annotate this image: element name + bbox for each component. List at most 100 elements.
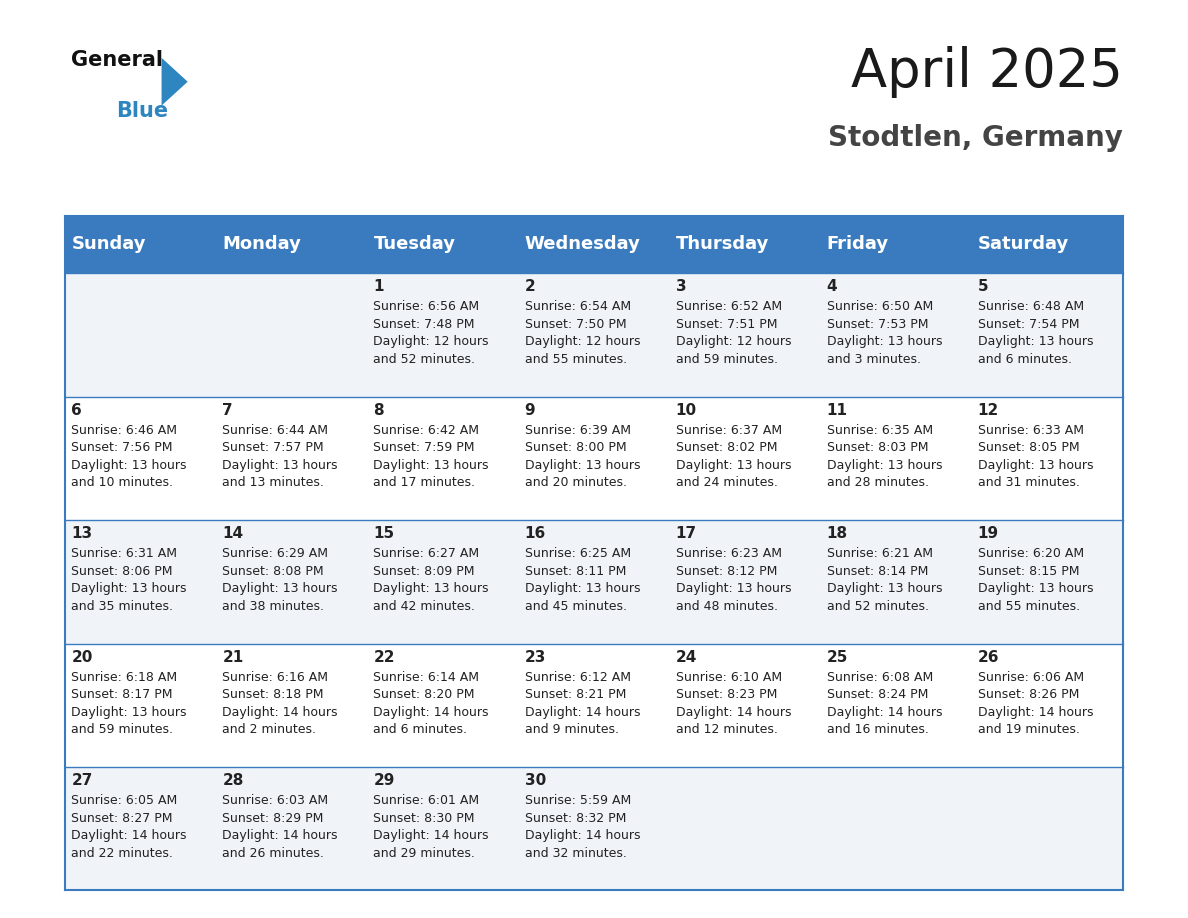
Text: Sunrise: 5:59 AM
Sunset: 8:32 PM
Daylight: 14 hours
and 32 minutes.: Sunrise: 5:59 AM Sunset: 8:32 PM Dayligh… (525, 794, 640, 859)
Text: Monday: Monday (222, 235, 302, 253)
Text: Sunrise: 6:08 AM
Sunset: 8:24 PM
Daylight: 14 hours
and 16 minutes.: Sunrise: 6:08 AM Sunset: 8:24 PM Dayligh… (827, 671, 942, 736)
Text: Sunrise: 6:25 AM
Sunset: 8:11 PM
Daylight: 13 hours
and 45 minutes.: Sunrise: 6:25 AM Sunset: 8:11 PM Dayligh… (525, 547, 640, 612)
Text: 9: 9 (525, 403, 535, 418)
Bar (65, 397, 216, 520)
Bar (821, 273, 972, 397)
Text: Stodtlen, Germany: Stodtlen, Germany (828, 124, 1123, 152)
Text: Sunday: Sunday (71, 235, 146, 253)
Text: April 2025: April 2025 (851, 46, 1123, 98)
Text: 29: 29 (373, 773, 394, 789)
Bar (972, 397, 1123, 520)
Text: Sunrise: 6:37 AM
Sunset: 8:02 PM
Daylight: 13 hours
and 24 minutes.: Sunrise: 6:37 AM Sunset: 8:02 PM Dayligh… (676, 424, 791, 489)
Bar (216, 767, 367, 890)
Bar (518, 520, 670, 644)
Bar (367, 216, 518, 273)
Bar (518, 644, 670, 767)
Text: Sunrise: 6:01 AM
Sunset: 8:30 PM
Daylight: 14 hours
and 29 minutes.: Sunrise: 6:01 AM Sunset: 8:30 PM Dayligh… (373, 794, 489, 859)
Text: 19: 19 (978, 526, 999, 542)
Text: 8: 8 (373, 403, 384, 418)
Text: 14: 14 (222, 526, 244, 542)
Text: 4: 4 (827, 279, 838, 295)
Text: 18: 18 (827, 526, 848, 542)
Bar (65, 520, 216, 644)
Text: 5: 5 (978, 279, 988, 295)
Text: Sunrise: 6:14 AM
Sunset: 8:20 PM
Daylight: 14 hours
and 6 minutes.: Sunrise: 6:14 AM Sunset: 8:20 PM Dayligh… (373, 671, 489, 736)
Bar (518, 767, 670, 890)
Text: 27: 27 (71, 773, 93, 789)
Bar (821, 397, 972, 520)
Text: Sunrise: 6:42 AM
Sunset: 7:59 PM
Daylight: 13 hours
and 17 minutes.: Sunrise: 6:42 AM Sunset: 7:59 PM Dayligh… (373, 424, 489, 489)
Text: 30: 30 (525, 773, 545, 789)
Text: 26: 26 (978, 650, 999, 665)
Text: Tuesday: Tuesday (373, 235, 455, 253)
Text: 1: 1 (373, 279, 384, 295)
Text: Sunrise: 6:20 AM
Sunset: 8:15 PM
Daylight: 13 hours
and 55 minutes.: Sunrise: 6:20 AM Sunset: 8:15 PM Dayligh… (978, 547, 1093, 612)
Bar (65, 216, 216, 273)
Text: 12: 12 (978, 403, 999, 418)
Text: Sunrise: 6:18 AM
Sunset: 8:17 PM
Daylight: 13 hours
and 59 minutes.: Sunrise: 6:18 AM Sunset: 8:17 PM Dayligh… (71, 671, 187, 736)
Text: Sunrise: 6:29 AM
Sunset: 8:08 PM
Daylight: 13 hours
and 38 minutes.: Sunrise: 6:29 AM Sunset: 8:08 PM Dayligh… (222, 547, 337, 612)
Text: Sunrise: 6:21 AM
Sunset: 8:14 PM
Daylight: 13 hours
and 52 minutes.: Sunrise: 6:21 AM Sunset: 8:14 PM Dayligh… (827, 547, 942, 612)
Text: Sunrise: 6:39 AM
Sunset: 8:00 PM
Daylight: 13 hours
and 20 minutes.: Sunrise: 6:39 AM Sunset: 8:00 PM Dayligh… (525, 424, 640, 489)
Bar (670, 767, 821, 890)
Bar (972, 767, 1123, 890)
Text: Friday: Friday (827, 235, 889, 253)
Bar (670, 644, 821, 767)
Bar (367, 397, 518, 520)
Text: Sunrise: 6:03 AM
Sunset: 8:29 PM
Daylight: 14 hours
and 26 minutes.: Sunrise: 6:03 AM Sunset: 8:29 PM Dayligh… (222, 794, 337, 859)
Text: 23: 23 (525, 650, 546, 665)
Bar (821, 520, 972, 644)
Text: Sunrise: 6:35 AM
Sunset: 8:03 PM
Daylight: 13 hours
and 28 minutes.: Sunrise: 6:35 AM Sunset: 8:03 PM Dayligh… (827, 424, 942, 489)
Bar (518, 216, 670, 273)
Bar (216, 216, 367, 273)
Bar (518, 397, 670, 520)
Text: 17: 17 (676, 526, 696, 542)
Text: Sunrise: 6:31 AM
Sunset: 8:06 PM
Daylight: 13 hours
and 35 minutes.: Sunrise: 6:31 AM Sunset: 8:06 PM Dayligh… (71, 547, 187, 612)
Bar (216, 520, 367, 644)
Bar (972, 520, 1123, 644)
Bar (518, 273, 670, 397)
Bar (972, 273, 1123, 397)
Bar (670, 397, 821, 520)
Text: 6: 6 (71, 403, 82, 418)
Bar (670, 216, 821, 273)
Text: 21: 21 (222, 650, 244, 665)
Text: Saturday: Saturday (978, 235, 1069, 253)
Bar (972, 216, 1123, 273)
Text: 24: 24 (676, 650, 697, 665)
Bar (367, 273, 518, 397)
Bar (670, 273, 821, 397)
Bar (216, 397, 367, 520)
Text: Sunrise: 6:46 AM
Sunset: 7:56 PM
Daylight: 13 hours
and 10 minutes.: Sunrise: 6:46 AM Sunset: 7:56 PM Dayligh… (71, 424, 187, 489)
Bar (821, 767, 972, 890)
Text: 3: 3 (676, 279, 687, 295)
Text: 11: 11 (827, 403, 847, 418)
Bar (367, 520, 518, 644)
Text: Sunrise: 6:33 AM
Sunset: 8:05 PM
Daylight: 13 hours
and 31 minutes.: Sunrise: 6:33 AM Sunset: 8:05 PM Dayligh… (978, 424, 1093, 489)
Text: Sunrise: 6:50 AM
Sunset: 7:53 PM
Daylight: 13 hours
and 3 minutes.: Sunrise: 6:50 AM Sunset: 7:53 PM Dayligh… (827, 300, 942, 365)
Text: Blue: Blue (116, 101, 169, 121)
Text: Sunrise: 6:56 AM
Sunset: 7:48 PM
Daylight: 12 hours
and 52 minutes.: Sunrise: 6:56 AM Sunset: 7:48 PM Dayligh… (373, 300, 489, 365)
Text: Sunrise: 6:48 AM
Sunset: 7:54 PM
Daylight: 13 hours
and 6 minutes.: Sunrise: 6:48 AM Sunset: 7:54 PM Dayligh… (978, 300, 1093, 365)
Text: Sunrise: 6:52 AM
Sunset: 7:51 PM
Daylight: 12 hours
and 59 minutes.: Sunrise: 6:52 AM Sunset: 7:51 PM Dayligh… (676, 300, 791, 365)
Bar (216, 644, 367, 767)
Text: Thursday: Thursday (676, 235, 769, 253)
Text: Sunrise: 6:12 AM
Sunset: 8:21 PM
Daylight: 14 hours
and 9 minutes.: Sunrise: 6:12 AM Sunset: 8:21 PM Dayligh… (525, 671, 640, 736)
Bar (821, 644, 972, 767)
Text: 22: 22 (373, 650, 394, 665)
Text: 13: 13 (71, 526, 93, 542)
Text: Sunrise: 6:06 AM
Sunset: 8:26 PM
Daylight: 14 hours
and 19 minutes.: Sunrise: 6:06 AM Sunset: 8:26 PM Dayligh… (978, 671, 1093, 736)
Polygon shape (162, 58, 188, 106)
Text: Sunrise: 6:10 AM
Sunset: 8:23 PM
Daylight: 14 hours
and 12 minutes.: Sunrise: 6:10 AM Sunset: 8:23 PM Dayligh… (676, 671, 791, 736)
Text: Sunrise: 6:44 AM
Sunset: 7:57 PM
Daylight: 13 hours
and 13 minutes.: Sunrise: 6:44 AM Sunset: 7:57 PM Dayligh… (222, 424, 337, 489)
Bar (65, 644, 216, 767)
Text: Sunrise: 6:27 AM
Sunset: 8:09 PM
Daylight: 13 hours
and 42 minutes.: Sunrise: 6:27 AM Sunset: 8:09 PM Dayligh… (373, 547, 489, 612)
Text: 2: 2 (525, 279, 536, 295)
Bar (65, 767, 216, 890)
Text: Sunrise: 6:05 AM
Sunset: 8:27 PM
Daylight: 14 hours
and 22 minutes.: Sunrise: 6:05 AM Sunset: 8:27 PM Dayligh… (71, 794, 187, 859)
Text: Sunrise: 6:54 AM
Sunset: 7:50 PM
Daylight: 12 hours
and 55 minutes.: Sunrise: 6:54 AM Sunset: 7:50 PM Dayligh… (525, 300, 640, 365)
Text: 15: 15 (373, 526, 394, 542)
Text: Wednesday: Wednesday (525, 235, 640, 253)
Bar (367, 644, 518, 767)
Text: 28: 28 (222, 773, 244, 789)
